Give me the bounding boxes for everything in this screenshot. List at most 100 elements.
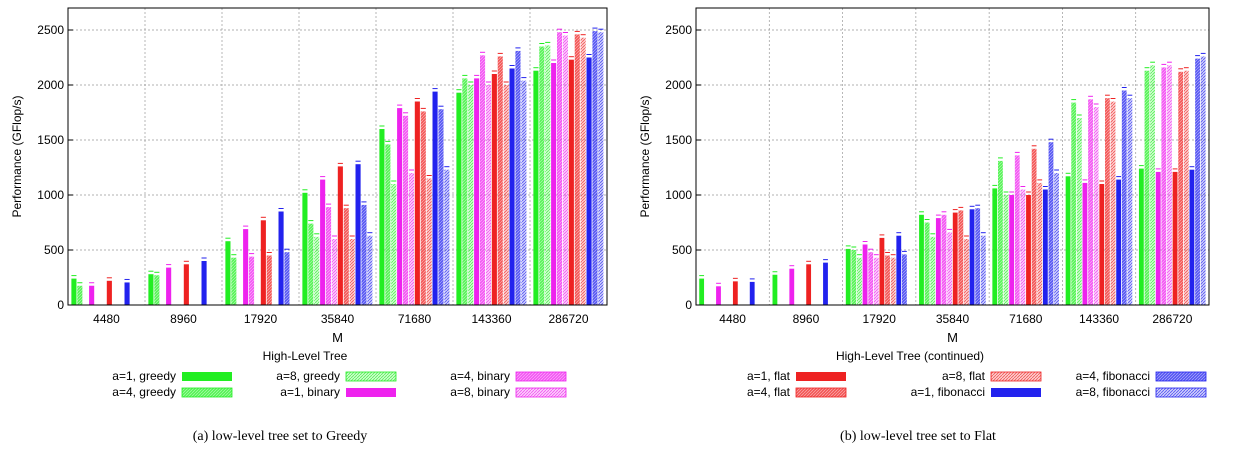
- bar-a-8-flat-286720: [580, 37, 586, 305]
- bar-a-8-flat-286720: [1183, 70, 1189, 305]
- bar-a-8-fibonacci-71680: [444, 169, 450, 305]
- bar-a-1-binary-17920: [243, 229, 249, 305]
- bar-a-4-flat-286720: [574, 34, 580, 306]
- legend-swatch-a-8-greedy: [345, 371, 397, 382]
- bar-a-8-flat-71680: [1037, 182, 1043, 305]
- y-tick-label: 500: [44, 243, 64, 257]
- bar-a-1-greedy-143360: [456, 92, 462, 305]
- x-axis-label: M: [332, 330, 343, 345]
- legend-title: High-Level Tree (continued): [836, 349, 984, 363]
- x-tick-label: 4480: [719, 312, 746, 326]
- bar-a-4-greedy-286720: [1144, 70, 1150, 305]
- bar-a-4-greedy-71680: [997, 160, 1003, 305]
- bar-a-8-greedy-143360: [1076, 118, 1082, 305]
- y-axis-label: Performance (GFlop/s): [638, 95, 652, 217]
- legend-label: a=1, flat: [747, 369, 791, 383]
- x-tick-label: 71680: [398, 312, 432, 326]
- legend-swatch-a-1-binary: [346, 388, 396, 397]
- bar-a-8-greedy-35840: [930, 236, 936, 305]
- bar-a-1-greedy-8960: [148, 274, 154, 305]
- x-tick-label: 17920: [244, 312, 278, 326]
- bar-a-4-fibonacci-17920: [284, 252, 290, 305]
- x-tick-label: 35840: [936, 312, 970, 326]
- bar-a-1-flat-71680: [414, 101, 420, 305]
- bar-a-1-greedy-35840: [919, 214, 924, 305]
- y-tick-label: 2500: [665, 23, 692, 37]
- bar-a-4-fibonacci-17920: [901, 254, 907, 305]
- bar-a-1-greedy-286720: [1138, 168, 1144, 305]
- x-tick-label: 143360: [1079, 312, 1119, 326]
- y-tick-label: 1000: [37, 188, 64, 202]
- x-tick-label: 4480: [93, 312, 120, 326]
- bar-a-4-binary-71680: [402, 115, 409, 305]
- bar-a-1-fibonacci-35840: [355, 164, 361, 305]
- bar-a-4-binary-143360: [1088, 99, 1093, 305]
- bar-a-4-fibonacci-71680: [438, 109, 444, 305]
- bar-a-4-flat-143360: [497, 56, 503, 306]
- bar-a-8-binary-286720: [562, 35, 568, 305]
- bar-a-4-greedy-143360: [462, 78, 468, 306]
- x-tick-label: 8960: [793, 312, 820, 326]
- bar-a-1-fibonacci-4480: [749, 281, 755, 305]
- legend-label: a=8, fibonacci: [1076, 385, 1150, 399]
- legend-swatch-a-8-flat: [990, 371, 1042, 382]
- bar-a-4-greedy-35840: [308, 223, 314, 305]
- bar-a-8-fibonacci-286720: [1200, 56, 1206, 306]
- bar-a-1-greedy-71680: [379, 129, 385, 305]
- bar-a-1-binary-17920: [862, 244, 868, 305]
- bar-a-8-binary-143360: [485, 85, 491, 305]
- legend-label: a=8, greedy: [276, 369, 340, 383]
- x-tick-label: 17920: [863, 312, 897, 326]
- bar-a-4-flat-17920: [885, 255, 890, 305]
- bar-a-1-binary-4480: [89, 285, 95, 305]
- bar-a-1-greedy-17920: [225, 241, 231, 305]
- legend-label: a=4, fibonacci: [1076, 369, 1150, 383]
- y-tick-label: 2000: [37, 78, 64, 92]
- bar-a-8-greedy-286720: [1150, 65, 1156, 305]
- bar-a-1-fibonacci-143360: [1116, 179, 1122, 305]
- bar-a-1-flat-286720: [1172, 171, 1178, 305]
- legend-swatch-a-4-flat: [795, 387, 847, 398]
- bar-a-4-flat-17920: [266, 255, 272, 305]
- bar-a-1-greedy-143360: [1065, 176, 1071, 305]
- bar-a-4-binary-17920: [248, 256, 255, 305]
- x-axis-label: M: [947, 330, 958, 345]
- bar-a-1-fibonacci-8960: [201, 261, 207, 305]
- bar-a-4-binary-17920: [868, 252, 874, 305]
- y-tick-label: 2500: [37, 23, 64, 37]
- bar-a-4-binary-143360: [479, 55, 486, 305]
- plot-frame: [695, 7, 1210, 306]
- x-tick-label: 8960: [170, 312, 197, 326]
- figure-caption: (b) low-level tree set to Flat: [840, 429, 996, 444]
- bar-a-1-binary-286720: [551, 63, 557, 305]
- bar-a-1-binary-35840: [935, 218, 941, 305]
- bar-a-4-greedy-35840: [924, 222, 930, 305]
- bar-a-1-flat-17920: [260, 220, 266, 305]
- bar-a-1-fibonacci-71680: [432, 91, 438, 305]
- bar-a-8-greedy-286720: [545, 45, 551, 306]
- bar-a-1-flat-35840: [337, 166, 343, 305]
- bar-a-8-binary-17920: [873, 257, 879, 305]
- bar-a-4-flat-35840: [343, 208, 349, 305]
- bar-a-8-fibonacci-35840: [367, 235, 373, 305]
- bar-a-8-binary-71680: [408, 173, 414, 305]
- bar-a-4-fibonacci-286720: [592, 31, 598, 305]
- bar-a-4-binary-35840: [325, 207, 332, 305]
- legend-label: a=4, greedy: [112, 385, 176, 399]
- bar-a-4-binary-35840: [941, 214, 947, 305]
- bar-a-8-greedy-71680: [1003, 195, 1009, 305]
- bar-a-8-binary-143360: [1093, 107, 1099, 305]
- bar-a-4-greedy-143360: [1071, 102, 1077, 305]
- bar-a-1-fibonacci-286720: [1189, 169, 1195, 305]
- bar-a-1-flat-143360: [1099, 184, 1105, 305]
- bar-a-4-flat-143360: [1104, 98, 1110, 305]
- bar-a-1-fibonacci-8960: [823, 262, 828, 305]
- bar-a-1-binary-71680: [397, 108, 403, 305]
- bar-a-8-greedy-17920: [857, 257, 862, 305]
- legend-label: a=1, binary: [280, 385, 340, 399]
- bar-a-4-fibonacci-35840: [975, 208, 981, 305]
- x-tick-label: 71680: [1009, 312, 1043, 326]
- bar-a-1-flat-4480: [732, 281, 738, 305]
- bar-a-4-flat-286720: [1178, 71, 1184, 305]
